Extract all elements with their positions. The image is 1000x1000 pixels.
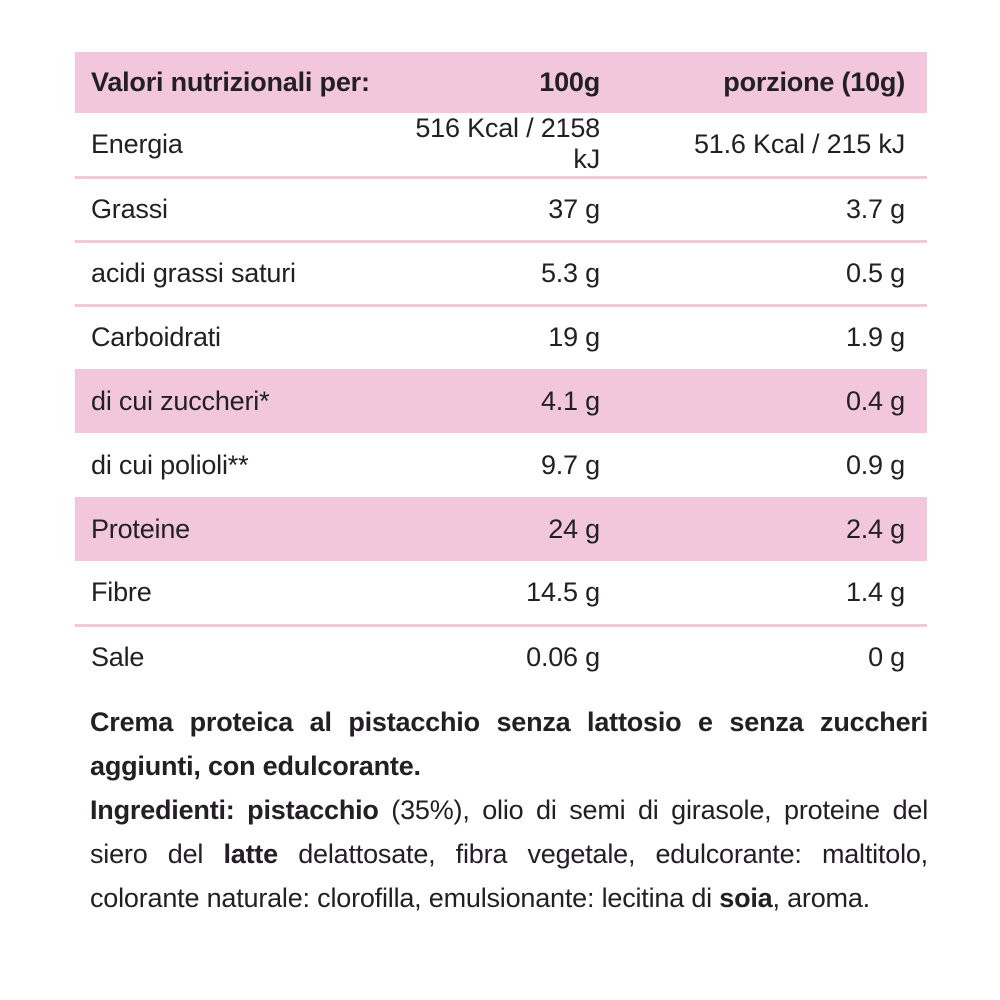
text-segment: delattosate, fibra vegetale, edulcorante… bbox=[90, 839, 928, 913]
text-segment: , aroma. bbox=[772, 883, 871, 913]
nutrient-value-100g: 14.5 g bbox=[390, 561, 600, 627]
nutrient-value-portion: 0 g bbox=[868, 642, 905, 673]
nutrient-value-portion: 0.9 g bbox=[845, 449, 905, 480]
product-text-block: Crema proteica al pistacchio senza latto… bbox=[90, 700, 928, 920]
nutrient-value-portion: 1.9 g bbox=[845, 322, 905, 353]
nutrient-label: Carboidrati bbox=[91, 322, 221, 353]
table-row: Carboidrati 19 g 1.9 g bbox=[75, 305, 927, 369]
nutrient-value-100g: 19 g bbox=[548, 322, 600, 353]
nutrient-label: Sale bbox=[91, 642, 145, 673]
table-row: Proteine 24 g 2.4 g bbox=[75, 497, 927, 561]
nutrient-value-portion: 51.6 Kcal / 215 kJ bbox=[600, 113, 927, 179]
bold-text-segment: soia bbox=[719, 883, 773, 913]
nutrient-value-100g: 24 g bbox=[390, 497, 600, 561]
nutrient-value-portion: 0.4 g bbox=[600, 369, 927, 433]
nutrient-value-portion: 3.7 g bbox=[600, 177, 927, 243]
nutrient-label: Proteine bbox=[75, 497, 390, 561]
bold-text-segment: Ingredienti: pistacchio bbox=[90, 795, 379, 825]
header-per-portion: porzione (10g) bbox=[600, 52, 927, 113]
nutrient-value-100g: 0.06 g bbox=[526, 642, 600, 673]
ingredients-paragraph: Ingredienti: pistacchio (35%), olio di s… bbox=[90, 788, 928, 920]
header-values-per: Valori nutrizionali per: bbox=[75, 52, 390, 113]
table-row: Grassi 37 g 3.7 g bbox=[75, 177, 927, 243]
nutrient-label: Grassi bbox=[75, 177, 390, 243]
nutrient-value-100g: 4.1 g bbox=[390, 369, 600, 433]
nutrient-value-portion: 1.4 g bbox=[600, 561, 927, 627]
table-row: Energia 516 Kcal / 2158 kJ 51.6 Kcal / 2… bbox=[75, 113, 927, 179]
nutrient-label: Energia bbox=[75, 113, 390, 179]
header-per-100g: 100g bbox=[390, 52, 600, 113]
table-row: di cui polioli** 9.7 g 0.9 g bbox=[75, 433, 927, 497]
nutrient-value-portion: 2.4 g bbox=[600, 497, 927, 561]
table-header-row: Valori nutrizionali per: 100g porzione (… bbox=[75, 52, 927, 113]
bold-text-segment: Crema proteica al pistacchio senza latto… bbox=[90, 707, 928, 781]
nutrient-label: acidi grassi saturi bbox=[75, 241, 390, 307]
nutrient-value-portion: 0.5 g bbox=[600, 241, 927, 307]
nutrient-value-100g: 5.3 g bbox=[390, 241, 600, 307]
nutrient-label: di cui polioli** bbox=[91, 449, 249, 480]
table-row: di cui zuccheri* 4.1 g 0.4 g bbox=[75, 369, 927, 433]
nutrition-table: Valori nutrizionali per: 100g porzione (… bbox=[75, 52, 927, 689]
table-row: Sale 0.06 g 0 g bbox=[75, 625, 927, 689]
text-segment: (35%), olio di semi di girasole, protein… bbox=[90, 795, 928, 869]
table-body: Energia 516 Kcal / 2158 kJ 51.6 Kcal / 2… bbox=[75, 113, 927, 689]
nutrient-value-100g: 9.7 g bbox=[540, 449, 600, 480]
table-row: acidi grassi saturi 5.3 g 0.5 g bbox=[75, 241, 927, 307]
nutrient-label: di cui zuccheri* bbox=[75, 369, 390, 433]
nutrient-label: Fibre bbox=[75, 561, 390, 627]
nutrient-value-100g: 516 Kcal / 2158 kJ bbox=[390, 113, 600, 179]
description-paragraph: Crema proteica al pistacchio senza latto… bbox=[90, 700, 928, 788]
bold-text-segment: latte bbox=[223, 839, 278, 869]
table-row: Fibre 14.5 g 1.4 g bbox=[75, 561, 927, 627]
nutrient-value-100g: 37 g bbox=[390, 177, 600, 243]
